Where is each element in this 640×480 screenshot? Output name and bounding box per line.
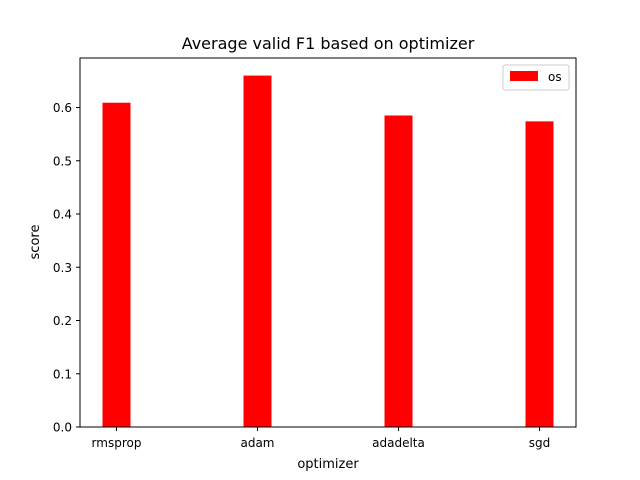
legend: os <box>502 64 570 91</box>
y-tick-label: 0.2 <box>53 314 72 328</box>
y-tick-label: 0.5 <box>53 154 72 168</box>
x-axis-label: optimizer <box>297 457 359 472</box>
bar-adadelta <box>384 115 413 427</box>
bar-rmsprop <box>102 102 131 428</box>
x-tick-label: sgd <box>529 436 551 450</box>
x-tick-label: rmsprop <box>92 436 142 450</box>
x-tick-label: adam <box>240 436 274 450</box>
plot-frame <box>79 57 577 428</box>
chart-title: Average valid F1 based on optimizer <box>182 34 475 53</box>
y-axis-label: score <box>28 225 43 260</box>
legend-label: os <box>548 70 562 84</box>
bar-sgd <box>525 121 554 427</box>
legend-swatch <box>510 71 538 81</box>
y-tick-label: 0.1 <box>53 367 72 381</box>
y-tick-label: 0.6 <box>53 101 72 115</box>
y-tick-label: 0.4 <box>53 208 72 222</box>
bar-adam <box>243 75 272 428</box>
y-axis: 0.0 0.1 0.2 0.3 0.4 0.5 0.6 <box>53 101 80 435</box>
x-tick-label: adadelta <box>372 436 425 450</box>
y-tick-label: 0.0 <box>53 421 72 435</box>
x-axis: rmsprop adam adadelta sgd <box>92 427 551 450</box>
bars-group <box>102 75 554 428</box>
y-tick-label: 0.3 <box>53 261 72 275</box>
